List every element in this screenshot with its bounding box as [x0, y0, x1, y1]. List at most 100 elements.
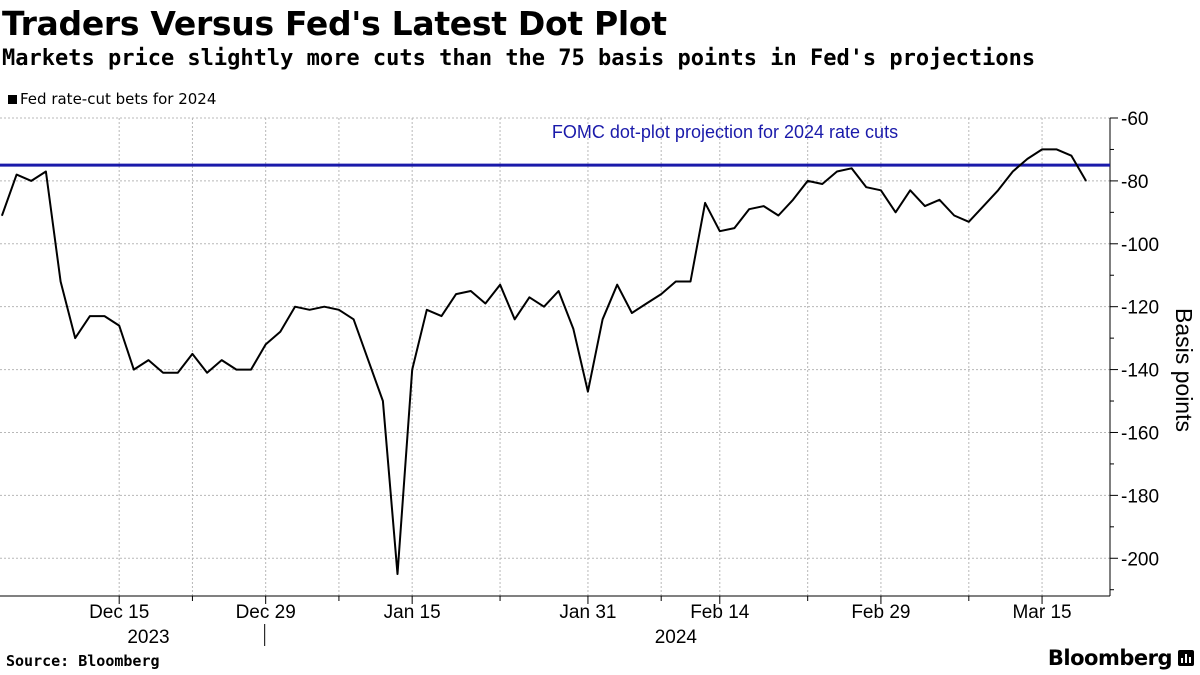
data-point — [74, 337, 76, 339]
y-tick-label: -160 — [1121, 423, 1159, 444]
data-point — [309, 309, 311, 311]
data-point — [514, 318, 516, 320]
data-point — [45, 170, 47, 173]
data-point — [1085, 180, 1087, 182]
data-point — [484, 302, 487, 305]
data-point — [572, 328, 574, 330]
data-point — [250, 368, 252, 371]
data-point — [133, 368, 135, 371]
legend-swatch — [8, 94, 17, 104]
data-point — [177, 372, 179, 374]
data-point — [792, 199, 794, 201]
data-point — [982, 205, 985, 207]
chart-title: Traders Versus Fed's Latest Dot Plot — [2, 4, 667, 43]
data-point — [440, 315, 443, 317]
legend: Fed rate-cut bets for 2024 — [8, 90, 216, 108]
x-tick-label: Feb 14 — [690, 602, 750, 623]
x-tick-label: Jan 15 — [384, 602, 441, 623]
data-point — [265, 343, 267, 346]
data-point — [235, 368, 237, 371]
data-point — [880, 189, 882, 191]
year-label: 2023 — [127, 627, 169, 648]
fomc-reference-label: FOMC dot-plot projection for 2024 rate c… — [552, 122, 898, 142]
bloomberg-logo: Bloomberg — [1048, 646, 1194, 670]
data-point — [294, 306, 296, 308]
data-point — [894, 211, 897, 213]
data-point — [30, 180, 32, 182]
data-point — [616, 284, 618, 286]
data-point — [162, 372, 164, 374]
data-point — [1, 214, 3, 217]
data-point — [719, 230, 721, 232]
rate-cut-bets-line — [1, 148, 1087, 575]
y-tick-label: -120 — [1121, 298, 1159, 319]
data-point — [763, 205, 765, 207]
data-point — [221, 359, 223, 361]
data-point — [909, 189, 911, 191]
data-point — [16, 174, 18, 176]
data-point — [1041, 148, 1043, 151]
data-point — [499, 284, 501, 286]
data-point — [352, 318, 355, 320]
data-point — [279, 331, 281, 333]
bloomberg-terminal-icon — [1178, 650, 1194, 666]
data-point — [118, 324, 120, 327]
x-tick-label: Mar 15 — [1012, 602, 1071, 623]
x-tick-label: Feb 29 — [851, 602, 910, 623]
data-point — [323, 306, 325, 308]
data-point — [704, 202, 706, 204]
y-tick-label: -100 — [1121, 235, 1159, 256]
data-point — [382, 400, 384, 402]
data-point — [645, 302, 648, 305]
y-tick-label: -200 — [1121, 549, 1159, 570]
data-point — [601, 318, 604, 320]
data-point — [103, 315, 106, 317]
data-point — [1026, 158, 1029, 160]
data-point — [147, 359, 150, 361]
data-point — [660, 293, 662, 295]
data-point — [455, 293, 457, 295]
data-point — [587, 390, 589, 393]
data-point — [426, 309, 428, 311]
data-point — [968, 221, 970, 223]
y-tick-label: -180 — [1121, 486, 1159, 507]
data-point — [528, 296, 530, 298]
data-point — [543, 306, 545, 308]
data-point — [748, 208, 750, 210]
data-point — [836, 170, 838, 173]
x-tick-label: Dec 29 — [236, 602, 296, 623]
data-point — [631, 312, 633, 314]
data-point — [733, 227, 736, 229]
data-point — [191, 353, 194, 355]
data-point — [396, 573, 399, 575]
data-point — [89, 315, 91, 317]
x-tick-label: Dec 15 — [89, 602, 149, 623]
data-point — [1070, 155, 1072, 157]
data-point — [938, 199, 941, 201]
y-tick-label: -80 — [1121, 172, 1148, 193]
data-point — [206, 372, 208, 374]
data-point — [851, 167, 853, 169]
legend-label: Fed rate-cut bets for 2024 — [20, 90, 217, 108]
data-point — [675, 280, 677, 283]
chart-subtitle: Markets price slightly more cuts than th… — [2, 46, 1036, 71]
data-point — [59, 280, 62, 283]
data-point — [777, 214, 779, 217]
data-point — [470, 290, 472, 292]
data-point — [689, 280, 692, 283]
data-point — [338, 309, 340, 311]
y-tick-label: -140 — [1121, 361, 1159, 382]
source-note: Source: Bloomberg — [6, 652, 160, 670]
data-point — [807, 180, 809, 182]
data-point — [1056, 148, 1058, 151]
data-point — [924, 205, 926, 207]
data-point — [821, 183, 823, 185]
y-axis-title: Basis points — [1171, 308, 1197, 432]
brand-name: Bloomberg — [1047, 646, 1173, 670]
data-point — [411, 368, 413, 371]
data-point — [1012, 170, 1014, 173]
data-point — [997, 189, 999, 191]
data-point — [558, 290, 560, 292]
y-tick-label: -60 — [1121, 109, 1148, 130]
